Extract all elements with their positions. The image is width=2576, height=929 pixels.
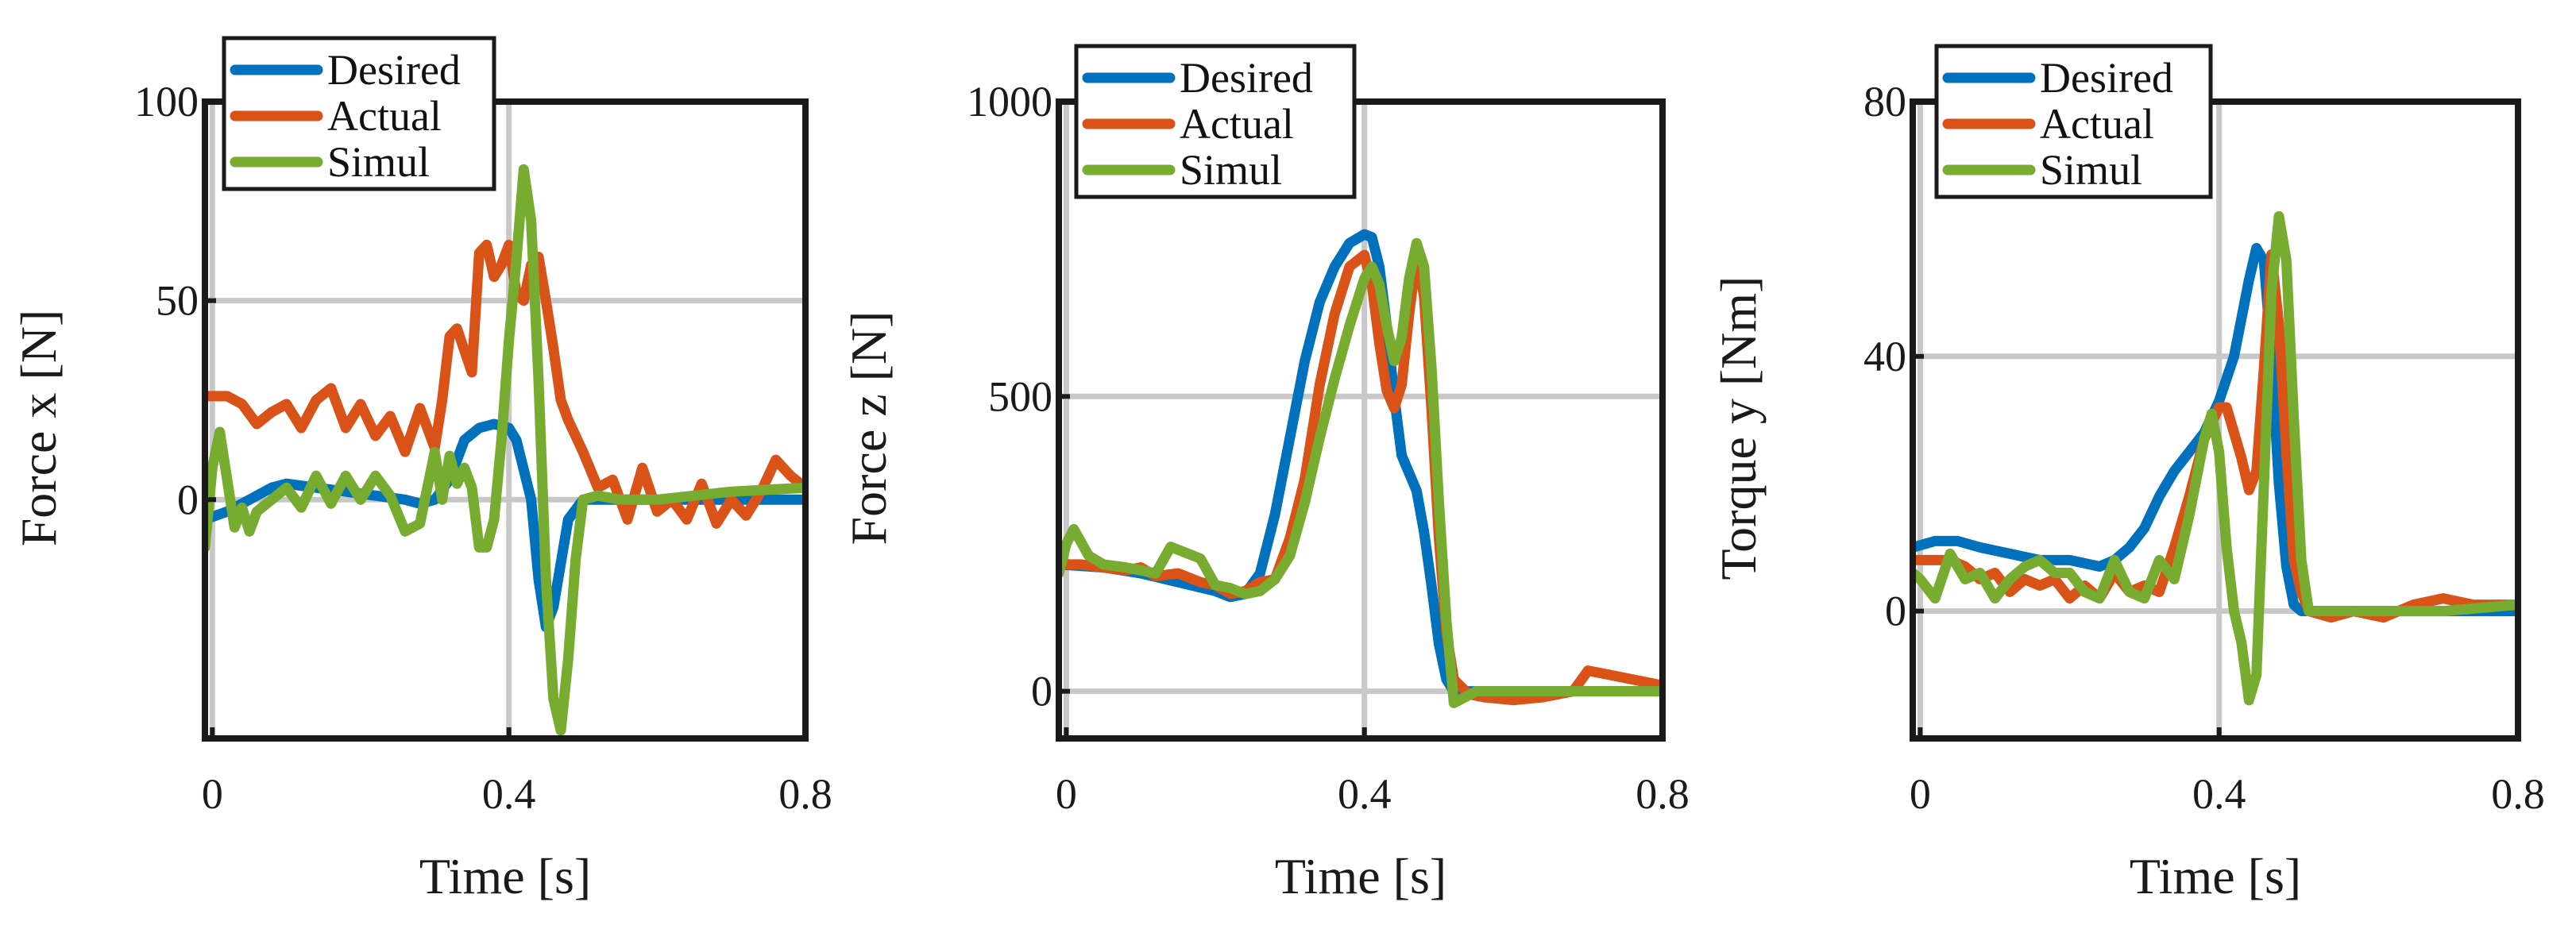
chart-2-axes-box xyxy=(1056,98,1666,742)
chart-1-ylabel: Force x [N] xyxy=(10,310,67,547)
chart-1-ytick-label-0: 0 xyxy=(177,476,199,523)
chart-2-legend-label-desired: Desired xyxy=(1180,54,1313,102)
panel-torque-y: 0 0.4 0.8 0 40 80 Time [s] Torque y [Nm] Desired… xyxy=(1710,44,2545,904)
chart-2-ylabel: Force z [N] xyxy=(840,311,897,545)
chart-2-ytick-label-2: 1000 xyxy=(967,78,1052,125)
chart-2-ytick-label-1: 500 xyxy=(988,372,1052,420)
chart-2-xtick-label-1: 0.4 xyxy=(1338,770,1392,818)
chart-2-legend-label-actual: Actual xyxy=(1180,100,1294,148)
chart-3-series-simul xyxy=(1913,210,2518,706)
chart-3-xtick-label-1: 0.4 xyxy=(2192,770,2246,818)
chart-1-legend-label-simul: Simul xyxy=(327,138,430,186)
chart-1-ytick-label-2: 100 xyxy=(134,78,199,125)
chart-1-series-simul xyxy=(205,164,805,736)
chart-1-xtick-label-2: 0.8 xyxy=(778,770,832,818)
chart-3-legend-label-actual: Actual xyxy=(2040,100,2154,148)
chart-3-xtick-label-2: 0.8 xyxy=(2491,770,2545,818)
chart-2-ytick-label-0: 0 xyxy=(1031,668,1052,715)
chart-3-axes-box xyxy=(1910,98,2521,742)
chart-3-legend-label-simul: Simul xyxy=(2040,146,2142,194)
chart-1-series-actual xyxy=(205,239,805,529)
chart-3-xtick-label-0: 0 xyxy=(1910,770,1931,818)
chart-3-ytick-label-1: 40 xyxy=(1863,333,1906,380)
chart-2-series-actual xyxy=(1059,249,1663,706)
chart-3-ytick-label-2: 80 xyxy=(1863,78,1906,125)
chart-3-legend-label-desired: Desired xyxy=(2040,54,2173,102)
chart-2-xtick-label-0: 0 xyxy=(1056,770,1077,818)
chart-1-legend-label-desired: Desired xyxy=(327,46,461,94)
chart-1-xtick-label-1: 0.4 xyxy=(482,770,536,818)
chart-2-xtick-label-2: 0.8 xyxy=(1636,770,1690,818)
chart-1-ytick-label-1: 50 xyxy=(156,277,199,325)
chart-1-legend-label-actual: Actual xyxy=(327,92,442,140)
chart-1-xlabel: Time [s] xyxy=(419,848,591,904)
panel-force-z: 0 0.4 0.8 0 500 1000 Time [s] Force z [N] Desire… xyxy=(840,44,1690,904)
chart-3-xlabel: Time [s] xyxy=(2130,848,2301,904)
panel-force-x: 0 0.4 0.8 0 50 100 Time [s] Force x [N] DesiredA… xyxy=(10,36,832,904)
chart-3-ylabel: Torque y [Nm] xyxy=(1710,276,1767,580)
chart-1-axes-box xyxy=(202,98,809,742)
chart-2-series-simul xyxy=(1059,237,1663,708)
chart-3-ytick-label-0: 0 xyxy=(1885,588,1906,635)
chart-1-xtick-label-0: 0 xyxy=(202,770,223,818)
chart-2-legend-label-simul: Simul xyxy=(1180,146,1282,194)
chart-2-xlabel: Time [s] xyxy=(1275,848,1446,904)
